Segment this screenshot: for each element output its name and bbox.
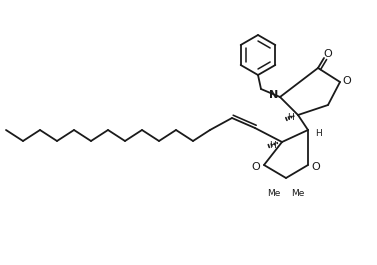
- Text: H: H: [287, 113, 293, 122]
- Text: O: O: [343, 76, 351, 86]
- Text: O: O: [323, 49, 333, 59]
- Text: Me: Me: [268, 189, 281, 198]
- Text: O: O: [251, 162, 261, 172]
- Text: H: H: [315, 129, 321, 138]
- Text: N: N: [270, 90, 279, 100]
- Text: O: O: [312, 162, 320, 172]
- Text: H: H: [269, 140, 275, 149]
- Text: Me: Me: [291, 189, 304, 198]
